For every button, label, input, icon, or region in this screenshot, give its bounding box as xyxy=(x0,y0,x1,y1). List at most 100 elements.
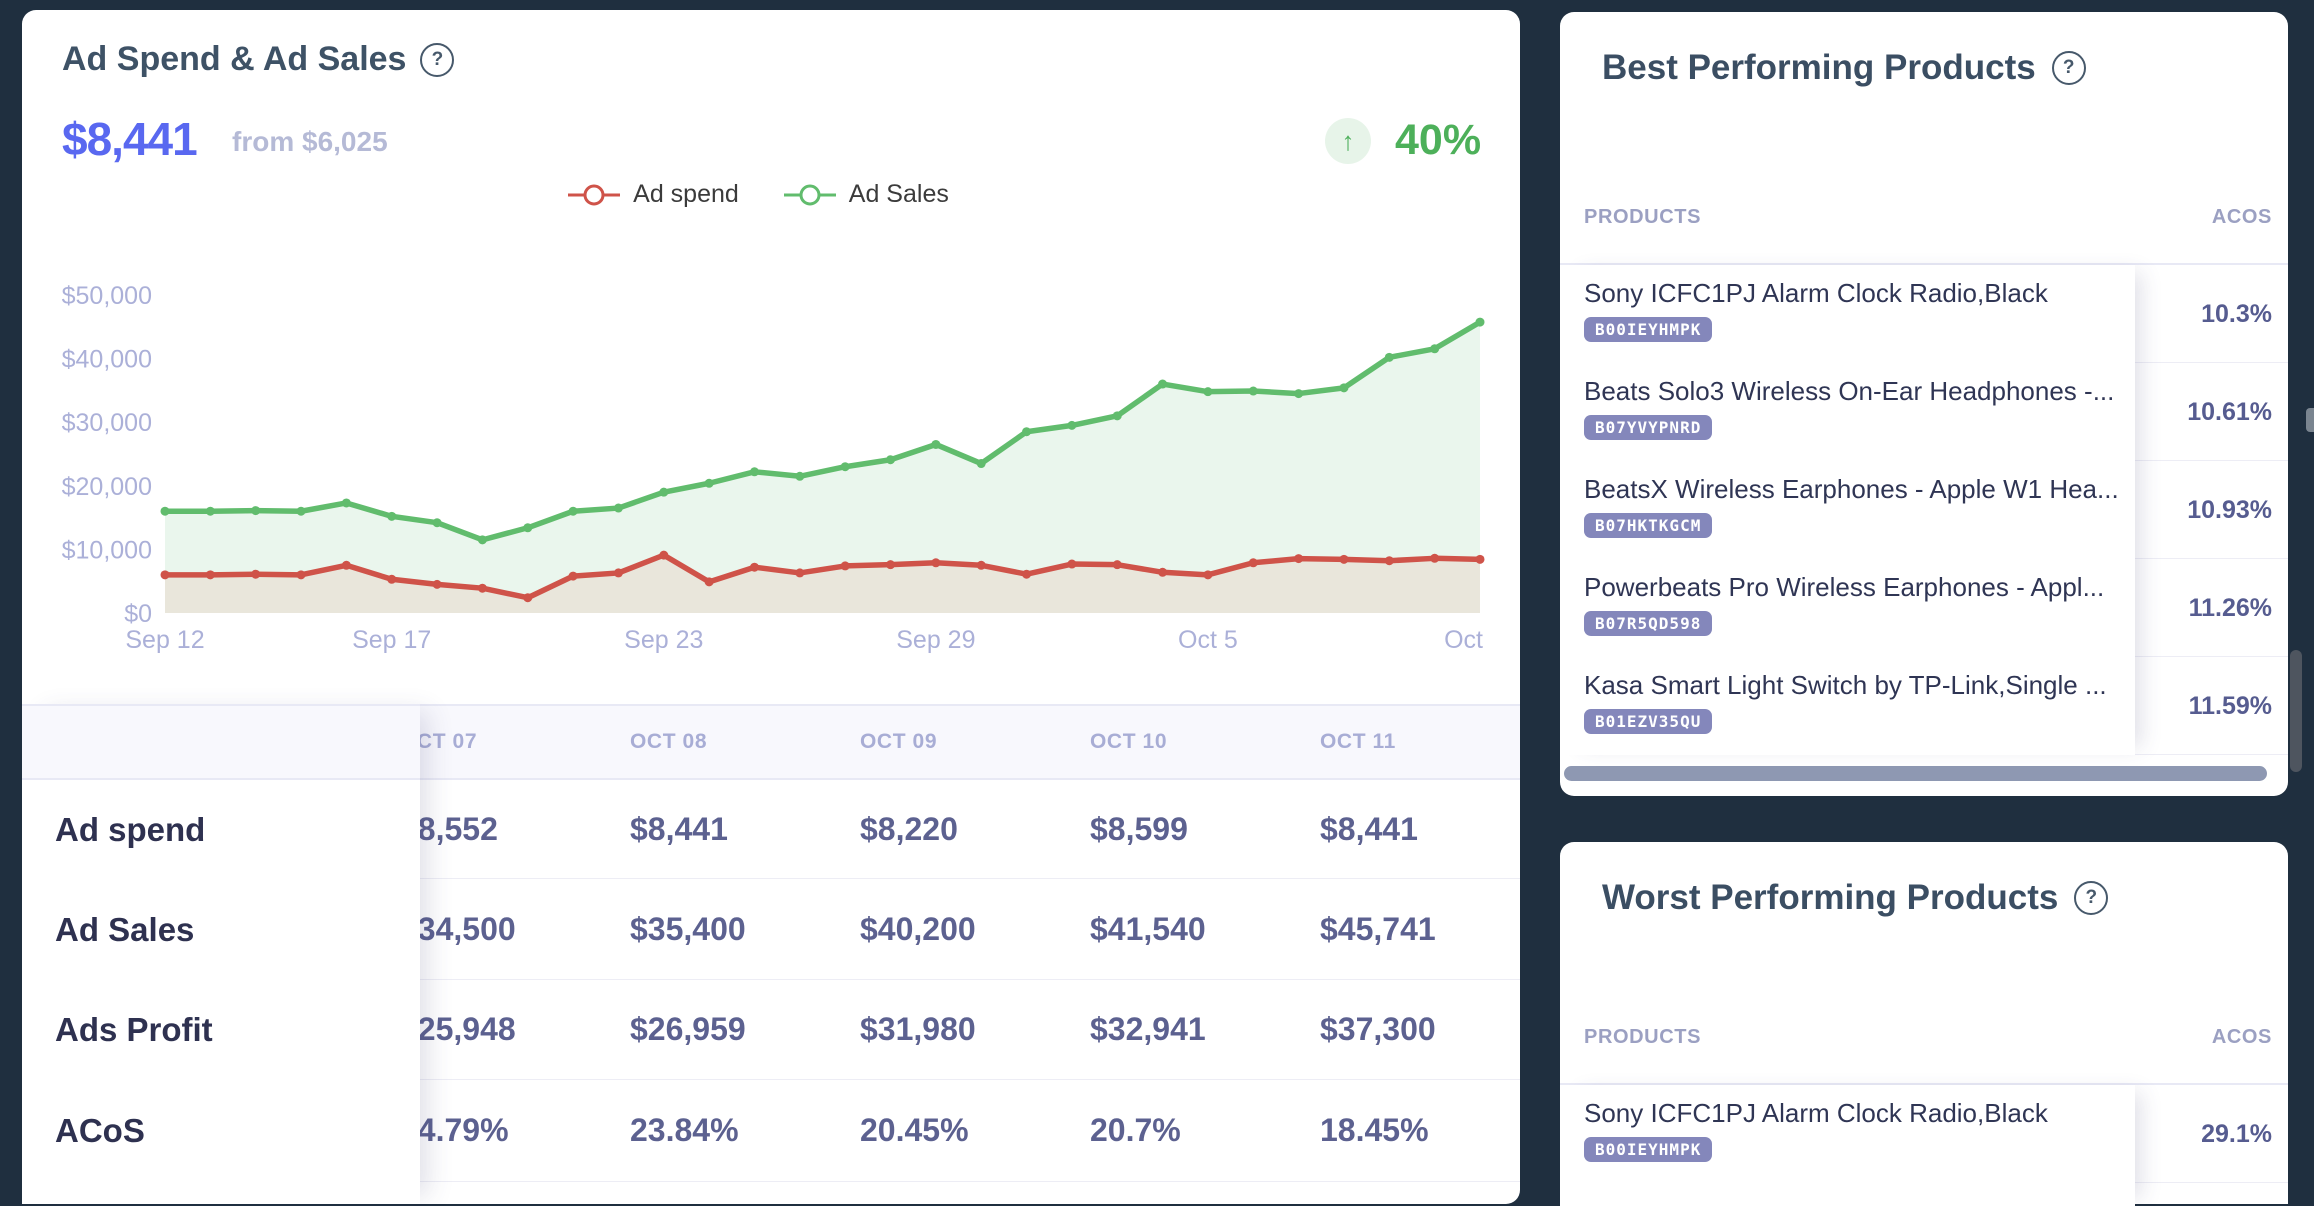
data-point xyxy=(1430,553,1440,563)
product-row[interactable]: Sony ICFC1PJ Alarm Clock Radio,Black B00I… xyxy=(1560,1085,2288,1183)
product-title: Beats Solo3 Wireless On-Ear Headphones -… xyxy=(1584,376,2115,406)
data-point xyxy=(1384,556,1394,566)
frozen-product-column xyxy=(1560,265,2135,755)
table-cell: 23.84% xyxy=(630,1112,739,1148)
card-title-text: Ad Spend & Ad Sales xyxy=(62,40,407,78)
frozen-panel-header-cell xyxy=(22,704,420,780)
help-icon[interactable]: ? xyxy=(420,42,455,77)
data-point xyxy=(205,506,215,516)
row-label: Ads Profit xyxy=(55,1011,213,1048)
data-point xyxy=(886,455,896,465)
x-axis-tick: Oct 11 xyxy=(1444,626,1488,654)
data-point xyxy=(1339,554,1349,564)
data-point xyxy=(976,459,986,469)
worst-card-title: Worst Performing Products ? xyxy=(1602,878,2109,918)
data-point xyxy=(1158,567,1168,577)
product-title: BeatsX Wireless Earphones - Apple W1 Hea… xyxy=(1584,474,2119,504)
row-label: ACoS xyxy=(55,1112,145,1149)
table-row: $34,500 $35,400 $40,200 $41,540 $45,741 xyxy=(22,879,1520,980)
data-point xyxy=(749,562,759,572)
asin-badge: B07HKTKGCM xyxy=(1584,513,1713,538)
acos-value: 10.3% xyxy=(2201,299,2272,328)
product-row[interactable]: Kasa Smart Light Switch by TP-Link,Singl… xyxy=(1560,657,2288,755)
asin-badge: B07YVYPNRD xyxy=(1584,415,1713,440)
legend-item-ad-sales[interactable]: Ad Sales xyxy=(783,180,949,209)
data-point xyxy=(341,498,351,508)
legend-marker-icon xyxy=(783,184,836,205)
data-point xyxy=(931,558,941,568)
data-point xyxy=(1248,386,1258,396)
data-point xyxy=(1112,560,1122,570)
legend-marker-icon xyxy=(568,184,621,205)
table-cell: $8,599 xyxy=(1090,810,1188,847)
table-cell: $26,959 xyxy=(630,1011,746,1047)
line-ad-spend xyxy=(162,552,1483,601)
page-scrollbar-thumb[interactable] xyxy=(2306,408,2314,432)
data-point xyxy=(1203,387,1213,397)
table-cell: $8,220 xyxy=(860,810,958,847)
product-title: Powerbeats Pro Wireless Earphones - Appl… xyxy=(1584,572,2105,602)
data-point xyxy=(477,535,487,545)
x-axis-tick: Sep 29 xyxy=(896,626,975,654)
line-chart: $0 $10,000 $20,000 $30,000 $40,000 $50,000 Sep… xyxy=(22,260,1488,660)
asin-badge: B01EZV35QU xyxy=(1584,709,1713,734)
data-point xyxy=(205,570,215,580)
product-row[interactable]: Sony ICFC1PJ Alarm Clock Radio,Black B00I… xyxy=(1560,265,2288,363)
help-icon[interactable]: ? xyxy=(2074,881,2109,915)
horizontal-scrollbar[interactable] xyxy=(1564,766,2267,781)
legend-label: Ad spend xyxy=(633,180,739,208)
y-axis-tick: $10,000 xyxy=(62,536,152,564)
acos-value: 10.61% xyxy=(2187,397,2272,426)
table-cell: $37,300 xyxy=(1320,1011,1436,1047)
data-point xyxy=(1384,352,1394,362)
data-point xyxy=(1339,383,1349,393)
data-point xyxy=(1067,559,1077,569)
table-cell: 18.45% xyxy=(1320,1112,1429,1148)
data-point xyxy=(1248,558,1258,568)
up-arrow-icon: ↑ xyxy=(1325,118,1371,164)
acos-value: 11.26% xyxy=(2188,593,2272,622)
vertical-scrollbar-thumb[interactable] xyxy=(2290,650,2302,772)
asin-badge: B07R5QD598 xyxy=(1584,611,1713,636)
data-point xyxy=(659,487,669,497)
row-label: Ad spend xyxy=(55,810,206,848)
column-header: OCT 08 xyxy=(630,730,708,753)
acos-value: 29.1% xyxy=(2201,1119,2272,1148)
chart-legend: Ad spend Ad Sales xyxy=(22,180,1494,209)
help-icon[interactable]: ? xyxy=(2051,51,2086,85)
table-row: $8,552 $8,441 $8,220 $8,599 $8,441 xyxy=(22,780,1520,879)
best-card-title-text: Best Performing Products xyxy=(1602,48,2036,87)
data-point xyxy=(613,568,623,578)
data-point xyxy=(1294,389,1304,399)
legend-item-ad-spend[interactable]: Ad spend xyxy=(567,180,739,209)
product-title: Sony ICFC1PJ Alarm Clock Radio,Black xyxy=(1584,1098,2048,1128)
frozen-row-label-panel: Ad spend Ad Sales Ads Profit ACoS xyxy=(22,704,420,1204)
metric-from: from $6,025 xyxy=(232,126,388,157)
table-cell: $31,980 xyxy=(860,1011,976,1047)
table-cell: $40,200 xyxy=(860,910,976,947)
data-point xyxy=(1430,344,1440,354)
data-point xyxy=(1294,554,1304,564)
ad-spend-sales-card: Ad Spend & Ad Sales ? $8,441 from $6,025… xyxy=(22,10,1520,1204)
x-axis-tick: Sep 17 xyxy=(352,626,431,654)
table-cell: $45,741 xyxy=(1320,910,1436,947)
area-ad-spend xyxy=(165,555,1480,613)
worst-card-title-text: Worst Performing Products xyxy=(1602,878,2059,917)
column-header: OCT 11 xyxy=(1320,730,1396,753)
acos-value: 11.59% xyxy=(2188,691,2272,720)
best-card-title: Best Performing Products ? xyxy=(1602,48,2086,88)
product-row[interactable]: Powerbeats Pro Wireless Earphones - Appl… xyxy=(1560,559,2288,657)
asin-badge: B00IEYHMPK xyxy=(1584,1137,1713,1162)
line-ad-sales xyxy=(162,319,1483,543)
worst-products-list: Sony ICFC1PJ Alarm Clock Radio,Black B00I… xyxy=(1560,1083,2288,1206)
data-point xyxy=(1022,427,1032,437)
table-cell: $8,441 xyxy=(1320,810,1418,847)
x-axis-tick: Sep 12 xyxy=(125,626,204,654)
worst-performing-products-card: Worst Performing Products ? PRODUCTS ACO… xyxy=(1560,842,2288,1206)
data-point xyxy=(160,570,170,580)
data-point xyxy=(251,569,261,579)
data-point xyxy=(1475,554,1485,564)
y-axis-tick: $50,000 xyxy=(62,282,152,310)
x-axis-tick: Sep 23 xyxy=(624,626,703,654)
table-cell: $35,400 xyxy=(630,910,746,947)
